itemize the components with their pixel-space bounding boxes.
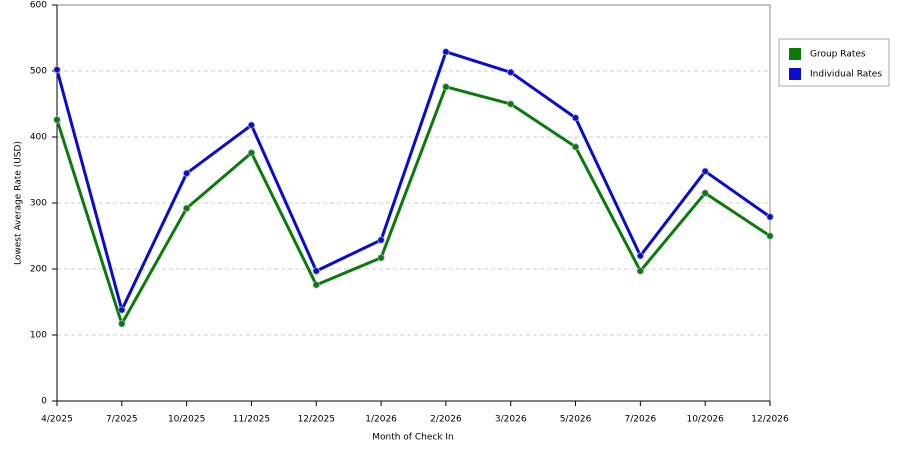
data-point [183, 169, 191, 177]
x-tick-label: 12/2026 [751, 415, 789, 425]
x-tick-label: 7/2025 [106, 415, 138, 425]
data-point [442, 48, 450, 56]
x-tick-label: 7/2026 [625, 415, 657, 425]
data-point [312, 281, 320, 289]
y-tick-label: 0 [41, 397, 47, 407]
legend-swatch [789, 68, 801, 80]
data-point [766, 213, 774, 221]
data-point [53, 66, 61, 74]
data-point [701, 189, 709, 197]
x-axis-label: Month of Check In [372, 433, 454, 443]
legend-label: Group Rates [810, 50, 866, 60]
x-tick-label: 10/2026 [686, 415, 724, 425]
data-point [53, 116, 61, 124]
data-point [571, 143, 580, 151]
data-point [247, 121, 256, 129]
legend-label: Individual Rates [810, 70, 882, 80]
series-line [55, 85, 771, 326]
y-tick-label: 100 [30, 331, 47, 341]
data-point [442, 83, 450, 91]
data-point [247, 149, 256, 157]
data-point [312, 267, 320, 275]
x-tick-label: 11/2025 [233, 415, 270, 425]
y-tick-label: 500 [30, 67, 47, 77]
data-point [766, 232, 774, 240]
data-point [571, 114, 580, 122]
y-tick-label: 200 [30, 265, 47, 275]
x-tick-label: 3/2026 [495, 415, 527, 425]
data-point [183, 204, 191, 212]
data-point [377, 236, 385, 244]
y-axis-label: Lowest Average Rate (USD) [14, 141, 24, 265]
data-point [377, 254, 385, 262]
x-tick-label: 10/2025 [168, 415, 205, 425]
x-tick-label: 2/2026 [430, 415, 462, 425]
series-line [55, 50, 771, 312]
data-point [636, 267, 644, 275]
data-point [636, 252, 644, 260]
y-tick-label: 400 [30, 133, 47, 143]
data-point [118, 306, 126, 314]
data-point [701, 167, 709, 175]
x-tick-label: 4/2025 [41, 415, 73, 425]
x-tick-label: 1/2026 [365, 415, 397, 425]
data-point [507, 100, 515, 108]
data-point [118, 320, 126, 328]
x-tick-label: 5/2026 [560, 415, 592, 425]
data-point [507, 68, 515, 76]
legend-swatch [789, 48, 801, 60]
x-tick-label: 12/2025 [298, 415, 335, 425]
y-tick-label: 300 [30, 199, 47, 209]
y-tick-label: 600 [30, 1, 47, 11]
